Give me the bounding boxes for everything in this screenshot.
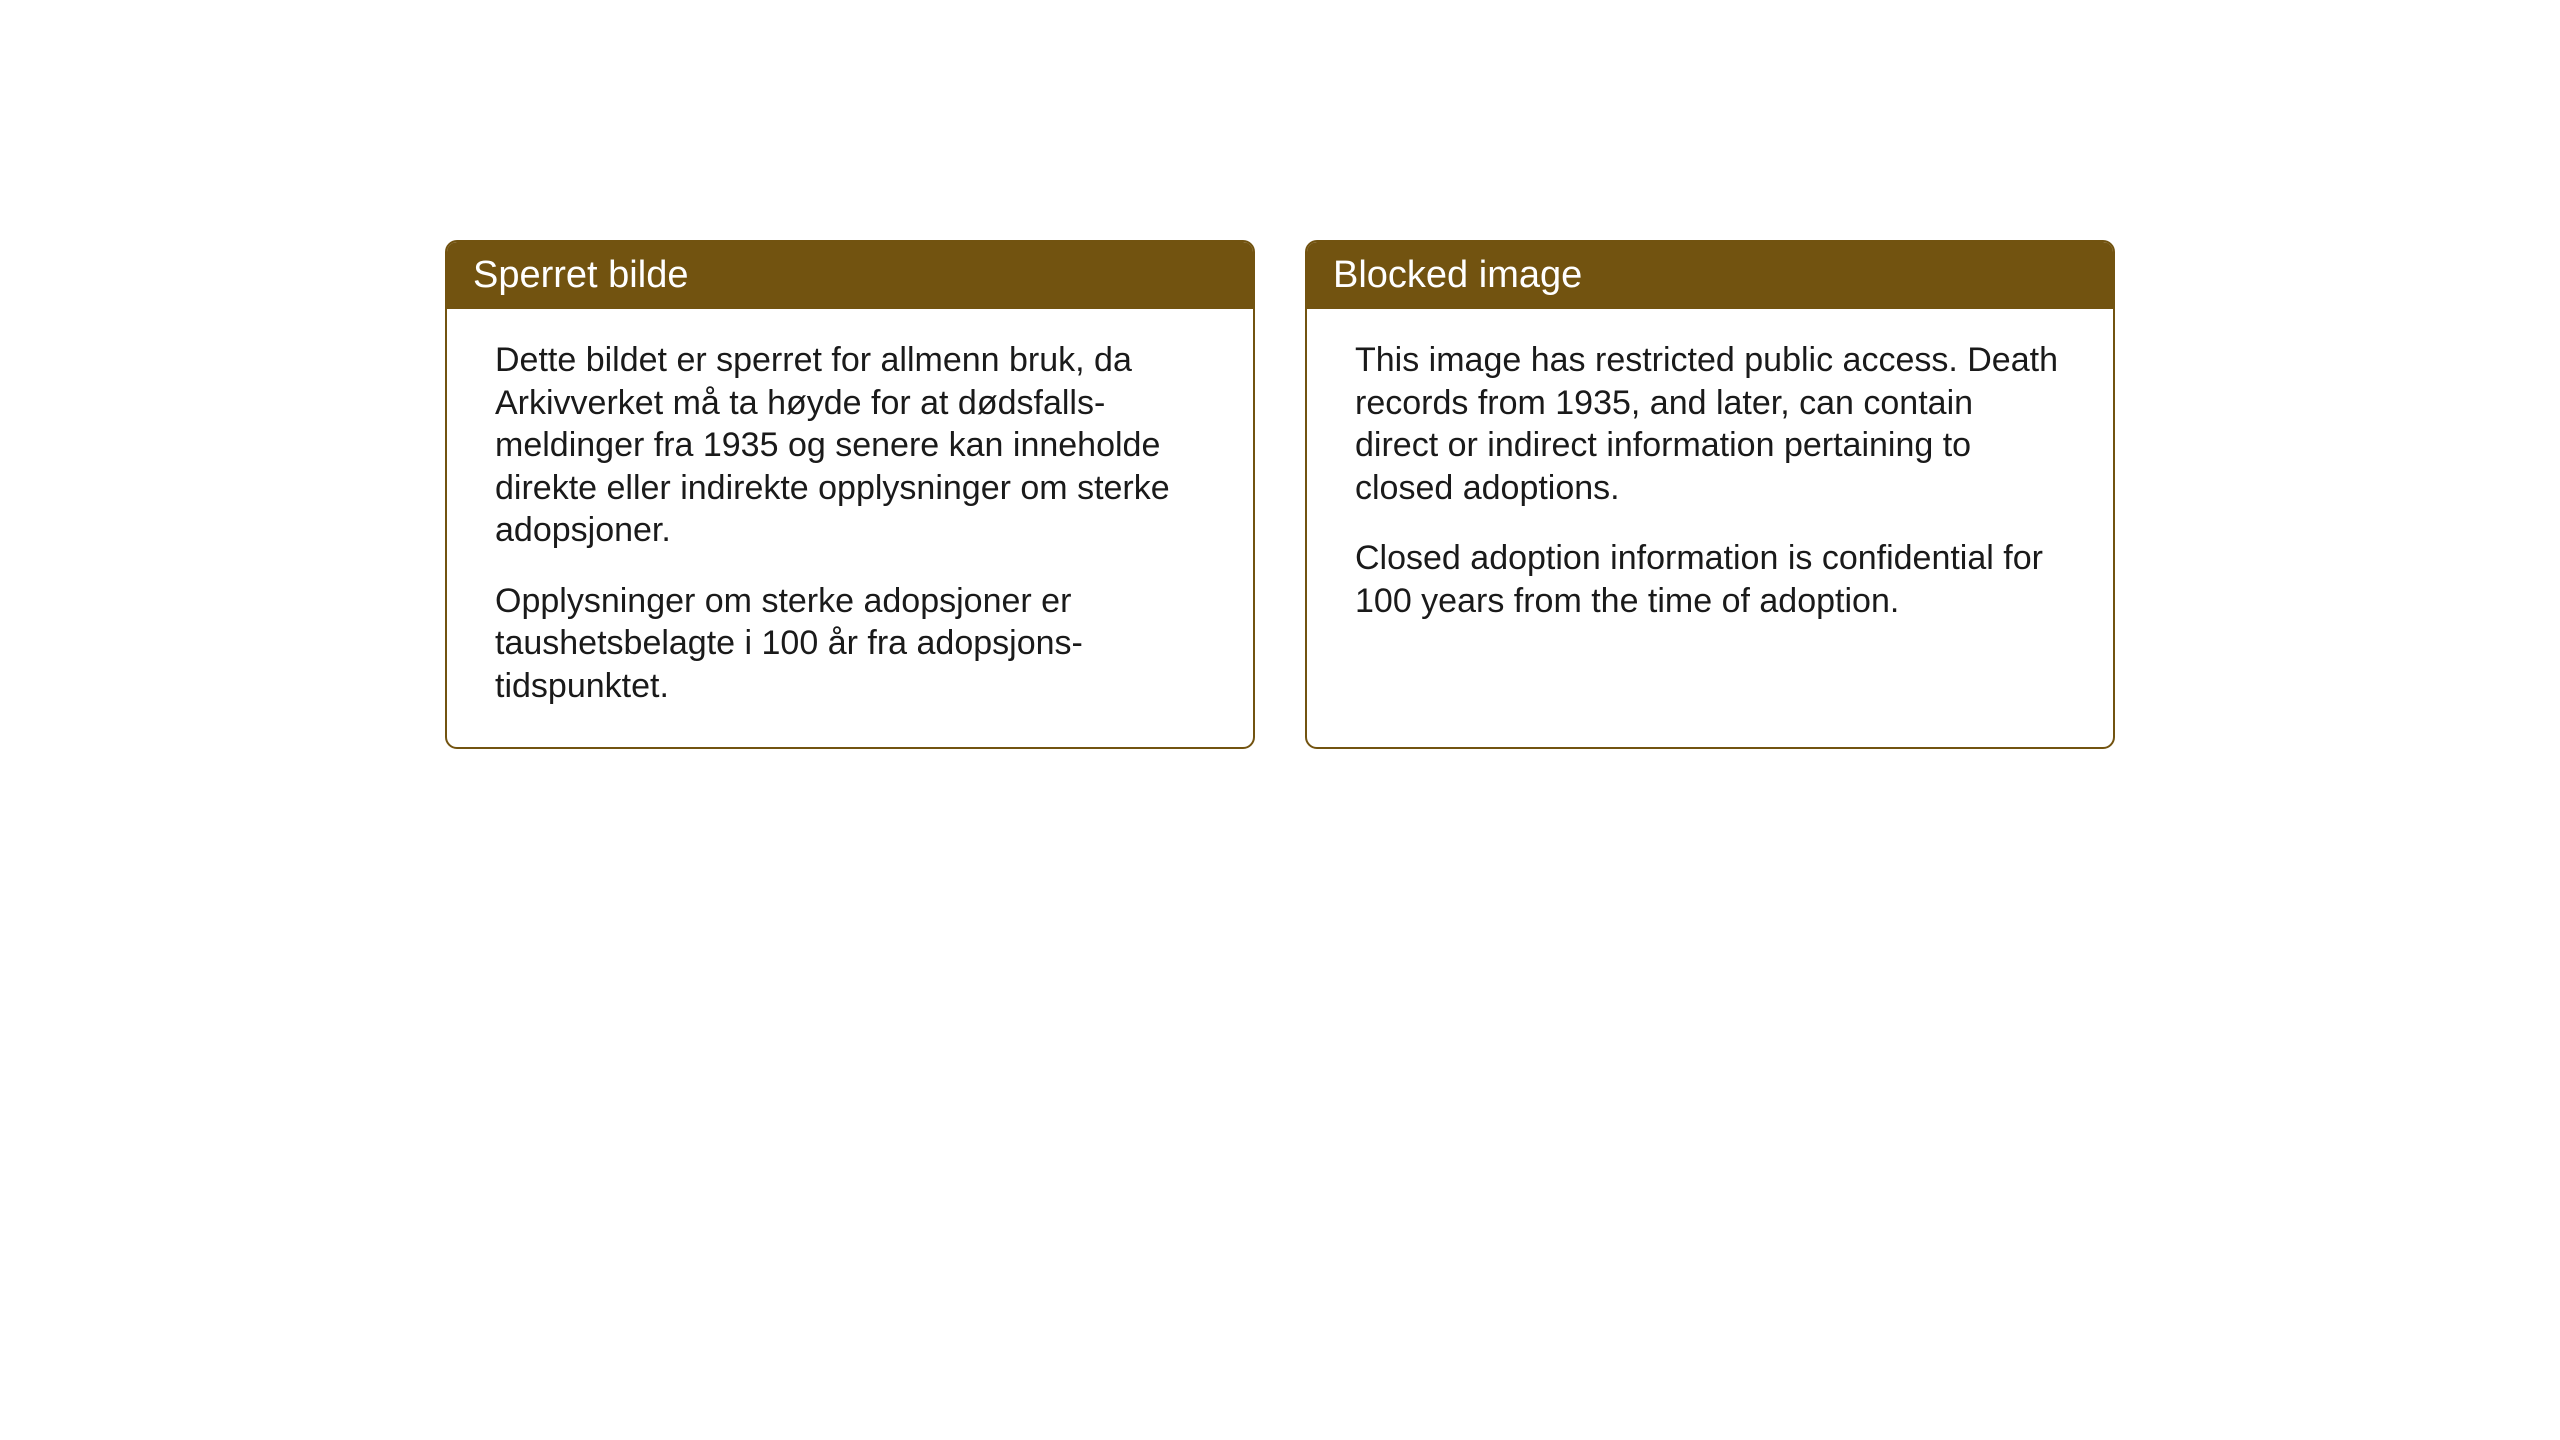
- norwegian-card-body: Dette bildet er sperret for allmenn bruk…: [447, 309, 1253, 747]
- english-notice-card: Blocked image This image has restricted …: [1305, 240, 2115, 749]
- english-card-title: Blocked image: [1307, 242, 2113, 309]
- norwegian-paragraph-2: Opplysninger om sterke adopsjoner er tau…: [495, 580, 1205, 708]
- english-paragraph-1: This image has restricted public access.…: [1355, 339, 2065, 509]
- norwegian-card-title: Sperret bilde: [447, 242, 1253, 309]
- english-card-body: This image has restricted public access.…: [1307, 309, 2113, 662]
- english-paragraph-2: Closed adoption information is confident…: [1355, 537, 2065, 622]
- norwegian-paragraph-1: Dette bildet er sperret for allmenn bruk…: [495, 339, 1205, 552]
- norwegian-notice-card: Sperret bilde Dette bildet er sperret fo…: [445, 240, 1255, 749]
- notice-container: Sperret bilde Dette bildet er sperret fo…: [445, 240, 2115, 749]
